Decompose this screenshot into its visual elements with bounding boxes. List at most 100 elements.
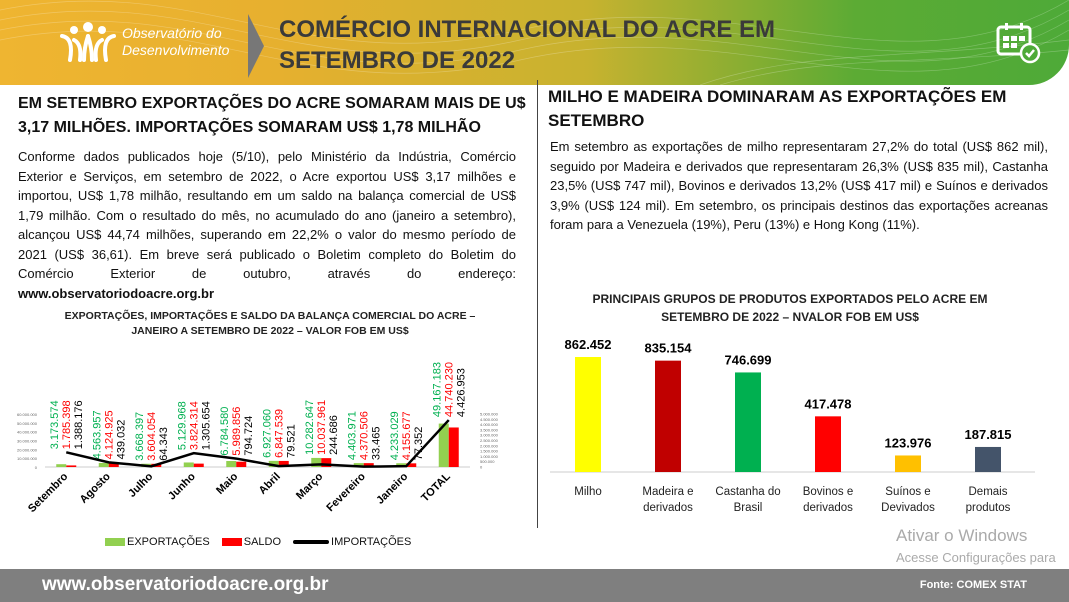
data-label: 3.668.397 bbox=[134, 412, 146, 461]
bar-product bbox=[575, 357, 601, 472]
category-label: Demais bbox=[969, 486, 1008, 498]
y-tick-right: 0 bbox=[480, 465, 483, 470]
category-label: Milho bbox=[574, 486, 601, 498]
data-label: 439.032 bbox=[116, 420, 128, 460]
watermark-line1: Ativar o Windows bbox=[896, 526, 1028, 545]
people-logo-icon bbox=[60, 22, 116, 62]
bar-exportações bbox=[56, 464, 67, 467]
data-label: 4.563.957 bbox=[92, 410, 104, 459]
logo-line1: Observatório do bbox=[122, 25, 222, 41]
trade-chart-title: EXPORTAÇÕES, IMPORTAÇÕES E SALDO DA BALA… bbox=[64, 310, 476, 337]
data-label: 417.478 bbox=[805, 396, 852, 411]
data-label: 6.784.580 bbox=[219, 407, 231, 456]
data-label: 794.724 bbox=[243, 416, 255, 456]
data-label: 3.824.314 bbox=[189, 401, 201, 450]
legend-label: SALDO bbox=[243, 536, 282, 548]
category-label: produtos bbox=[966, 502, 1011, 514]
left-paragraph-text: Conforme dados publicados hoje (5/10), p… bbox=[18, 149, 516, 281]
data-label: 1.305.654 bbox=[201, 401, 213, 450]
y-tick-left: 50.000.000 bbox=[17, 421, 38, 426]
y-tick-left: 10.000.000 bbox=[17, 456, 38, 461]
data-label: 244.686 bbox=[328, 415, 340, 455]
data-label: 862.452 bbox=[565, 337, 612, 352]
data-label: 4.155.677 bbox=[401, 411, 413, 460]
data-label: 123.976 bbox=[885, 435, 932, 450]
decorative-waves bbox=[0, 0, 1069, 85]
data-label: 4.426.953 bbox=[456, 368, 468, 417]
category-label: Setembro bbox=[26, 470, 71, 515]
y-tick-right: 2.000.000 bbox=[480, 443, 499, 448]
trade-chart-legend: EXPORTAÇÕES SALDO IMPORTAÇÕES bbox=[105, 536, 411, 548]
y-tick-right: 4.000.000 bbox=[480, 422, 499, 427]
line-importacoes bbox=[65, 419, 450, 468]
bar-exportações bbox=[353, 463, 364, 467]
bar-saldo bbox=[406, 463, 417, 467]
legend-swatch-green bbox=[105, 538, 125, 546]
y-tick-right: 4.500.000 bbox=[480, 417, 499, 422]
bar-saldo bbox=[108, 463, 119, 467]
bar-exportações bbox=[268, 460, 279, 467]
title-line1: COMÉRCIO INTERNACIONAL DO ACRE EM bbox=[279, 16, 776, 43]
bar-product bbox=[815, 416, 841, 472]
y-tick-right: 5.000.000 bbox=[480, 412, 499, 417]
products-chart: 862.452 Milho 835.154 Madeira e derivados 746… bbox=[550, 337, 1035, 514]
bar-product bbox=[895, 455, 921, 472]
right-headline: MILHO E MADEIRA DOMINARAM AS EXPORTAÇÕES… bbox=[548, 87, 1007, 130]
header-banner: Observatório do Desenvolvimento COMÉRCIO … bbox=[0, 0, 1069, 85]
category-label: Fevereiro bbox=[324, 470, 368, 514]
data-label: 33.465 bbox=[371, 426, 383, 460]
y-tick-left: 60.000.000 bbox=[17, 412, 38, 417]
bar-saldo bbox=[193, 463, 204, 467]
data-label: 10.037.961 bbox=[316, 400, 328, 455]
y-tick-right: 1.000.000 bbox=[480, 454, 499, 459]
footer-url[interactable]: www.observatoriodoacre.org.br bbox=[42, 574, 329, 595]
data-label: 6.847.539 bbox=[274, 409, 286, 458]
data-label: 10.282.647 bbox=[304, 400, 316, 455]
bar-saldo bbox=[321, 458, 332, 467]
legend-swatch-red bbox=[221, 538, 242, 546]
footer: www.observatoriodoacre.org.br Fonte: COM… bbox=[0, 569, 1069, 602]
data-label: 4.233.029 bbox=[389, 411, 401, 460]
right-paragraph: Em setembro as exportações de milho repr… bbox=[550, 139, 1048, 232]
data-label: 44.740.230 bbox=[444, 362, 456, 417]
legend-exportacoes: EXPORTAÇÕES bbox=[105, 536, 210, 548]
category-label: Suínos e bbox=[885, 486, 930, 498]
bar-saldo bbox=[278, 460, 289, 467]
category-label: Junho bbox=[166, 470, 198, 502]
bar-exportações bbox=[438, 423, 449, 467]
data-label: 77.352 bbox=[413, 427, 425, 461]
logo: Observatório do Desenvolvimento bbox=[60, 22, 229, 62]
left-headline: EM SETEMBRO EXPORTAÇÕES DO ACRE SOMARAM … bbox=[18, 95, 526, 136]
data-label: 4.124.925 bbox=[104, 410, 116, 459]
y-tick-right: 2.500.000 bbox=[480, 438, 499, 443]
bar-product bbox=[975, 446, 1001, 472]
y-tick-right: 3.500.000 bbox=[480, 427, 499, 432]
bar-saldo bbox=[448, 427, 459, 467]
bar-saldo bbox=[363, 463, 374, 467]
data-label: 835.154 bbox=[645, 341, 693, 356]
bar-product bbox=[655, 360, 681, 472]
left-paragraph: Conforme dados publicados hoje (5/10), p… bbox=[18, 147, 516, 303]
column-divider bbox=[537, 80, 538, 528]
category-label: Bovinos e bbox=[803, 486, 854, 498]
category-label: Brasil bbox=[734, 502, 763, 514]
legend-label: IMPORTAÇÕES bbox=[331, 536, 412, 548]
category-label: Devivados bbox=[881, 502, 935, 514]
watermark-line2: Acesse Configurações para bbox=[896, 550, 1056, 565]
data-label: 4.403.971 bbox=[347, 411, 359, 460]
data-label: 49.167.183 bbox=[432, 362, 444, 417]
category-label: Abril bbox=[257, 471, 283, 497]
legend-swatch-line bbox=[293, 540, 330, 544]
data-label: 6.927.060 bbox=[262, 409, 274, 458]
data-label: 79.521 bbox=[286, 424, 298, 458]
page-title: COMÉRCIO INTERNACIONAL DO ACRE EM SETEMBR… bbox=[279, 14, 775, 76]
y-tick-left: 20.000.000 bbox=[17, 447, 38, 452]
observatorio-link[interactable]: www.observatoriodoacre.org.br bbox=[18, 285, 215, 301]
data-label: 5.129.968 bbox=[177, 401, 189, 450]
y-tick-right: 1.500.000 bbox=[480, 449, 499, 454]
legend-label: EXPORTAÇÕES bbox=[127, 536, 210, 548]
windows-activation-watermark: Ativar o Windows Acesse Configurações par… bbox=[896, 526, 1056, 565]
category-label: Março bbox=[294, 470, 326, 502]
category-label: Agosto bbox=[78, 470, 113, 505]
bar-exportações bbox=[311, 457, 322, 467]
